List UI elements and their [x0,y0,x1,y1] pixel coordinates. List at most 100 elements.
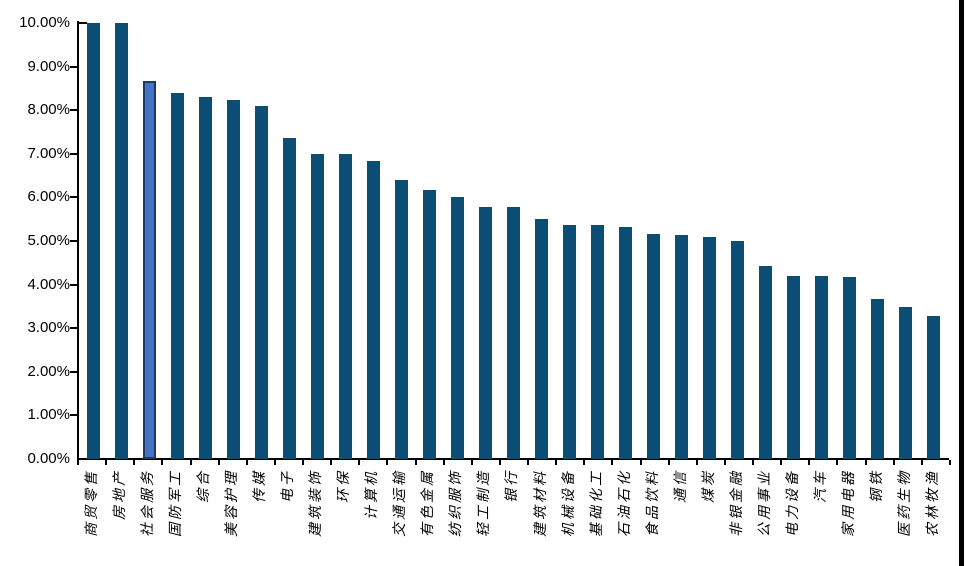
x-axis-ticks [77,460,951,465]
y-tick-label: 7.00% [27,144,70,162]
x-tick-label: 纺织服饰 [449,469,465,537]
bar-slot [331,23,359,459]
bar [815,276,829,459]
x-label-cell: 计算机 [359,467,387,563]
bar-slot [163,23,191,459]
x-axis-tick-cell [163,460,192,465]
bar [170,92,184,459]
x-axis-tick-cell [192,460,220,465]
x-label-cell: 电子 [275,467,303,563]
bar [506,207,520,459]
bar-slot [303,23,331,459]
bar-slot [107,23,135,459]
bar [675,235,689,459]
x-label-cell: 房地产 [107,467,135,563]
bar [787,276,801,459]
bar [114,23,128,459]
x-label-cell: 综合 [191,467,219,563]
x-label-cell: 轻工制造 [471,467,499,563]
x-tick-label: 电子 [281,469,297,503]
bar [535,218,549,459]
x-label-cell: 石油石化 [612,467,640,563]
y-axis-tick [70,65,77,68]
y-tick-label: 3.00% [27,319,70,337]
x-axis-tick-cell [473,460,501,465]
y-tick-label: 1.00% [27,406,70,424]
x-label-cell: 有色金属 [415,467,443,563]
x-axis-tick-cell [501,460,529,465]
y-axis-tick [70,283,77,286]
x-tick-label: 食品饮料 [645,469,661,537]
bar-slot [808,23,836,459]
bar [619,227,633,459]
bar-slot [724,23,752,459]
y-tick-label: 8.00% [27,101,70,119]
x-label-cell: 建筑装饰 [303,467,331,563]
x-label-cell: 机械设备 [556,467,584,563]
plot-area [79,23,948,459]
y-axis-top-tick [79,22,87,24]
bar-slot [696,23,724,459]
x-axis-line [77,458,949,460]
x-tick-label: 家用电器 [841,469,857,537]
x-axis-tick-cell [107,460,136,465]
bar-slot [499,23,527,459]
x-axis-tick-cell [754,460,783,465]
x-axis-tick-cell [332,460,361,465]
x-axis-tick-cell [557,460,586,465]
x-tick-label: 公用事业 [757,469,773,537]
x-tick-label: 环保 [337,469,353,503]
bar [366,161,380,459]
bar-slot [836,23,864,459]
x-axis-tick-cell [417,460,445,465]
x-tick-label: 农林牧渔 [925,469,941,537]
y-axis-tick [70,240,77,242]
x-label-cell: 电力设备 [780,467,808,563]
bar-slot [247,23,275,459]
bar-highlighted [142,81,156,459]
x-axis-tick-cell [276,460,304,465]
bar-slot [584,23,612,459]
x-axis-tick-cell [388,460,417,465]
bar-slot [415,23,443,459]
y-tick-label: 4.00% [27,275,70,293]
x-tick-label: 银行 [505,469,521,503]
x-axis-tick-cell [135,460,164,465]
bar-slot [135,23,163,459]
x-tick-label: 综合 [197,469,213,503]
bar-slot [640,23,668,459]
x-label-cell: 建筑材料 [528,467,556,563]
x-label-cell: 基础化工 [584,467,612,563]
bar-slot [219,23,247,459]
x-tick-label: 国防军工 [169,469,185,537]
x-axis-tick-cell [726,460,754,465]
bar-slot [864,23,892,459]
x-axis-tick-cell [895,460,923,465]
bar [254,105,268,459]
x-axis-tick-cell [838,460,867,465]
bar [927,316,941,459]
x-tick-label: 建筑材料 [533,469,549,537]
x-axis-tick-cell [670,460,698,465]
x-label-cell: 医药生物 [892,467,920,563]
x-label-cell: 美容护理 [219,467,247,563]
bar-slot [920,23,948,459]
bar [478,207,492,459]
x-label-cell: 纺织服饰 [443,467,471,563]
bar [843,277,857,459]
bar-slot [892,23,920,459]
x-label-cell: 煤炭 [696,467,724,563]
x-tick-label: 计算机 [365,469,381,520]
x-axis-tick-cell [79,460,108,465]
x-axis-tick-cell [698,460,726,465]
y-axis-line [77,21,79,460]
x-tick-label: 基础化工 [589,469,605,537]
bar-slot [443,23,471,459]
bar [647,234,661,459]
x-label-cell: 公用事业 [752,467,780,563]
x-tick-label: 钢铁 [869,469,885,503]
x-label-cell: 家用电器 [836,467,864,563]
x-tick-label: 交通运输 [393,469,409,537]
y-tick-label: 10.00% [19,14,70,31]
